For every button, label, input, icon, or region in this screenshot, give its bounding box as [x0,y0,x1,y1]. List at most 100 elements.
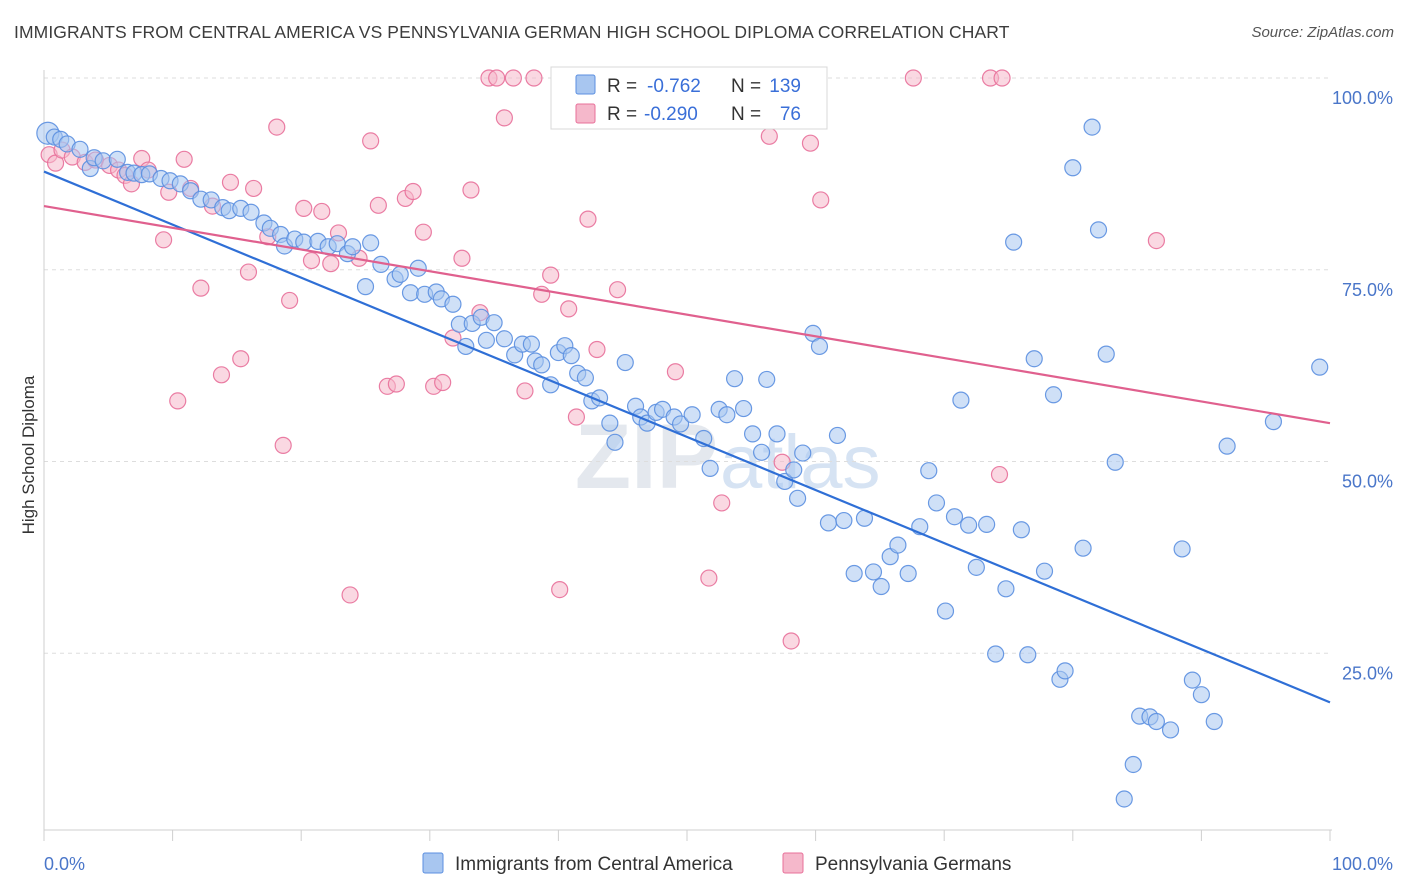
stats-n-value-1: 139 [769,76,801,97]
data-points [36,69,1329,808]
point-central-america [1025,350,1043,368]
legend-label-central-america: Immigrants from Central America [455,854,733,875]
chart-title: IMMIGRANTS FROM CENTRAL AMERICA VS PENNS… [14,22,1010,42]
point-central-america [344,238,362,256]
point-pennsylvania-germans [1147,232,1165,250]
x-axis-ticks [43,830,1331,841]
point-pennsylvania-germans [302,251,321,270]
point-central-america [1019,646,1037,664]
point-pennsylvania-germans [245,179,263,198]
point-pennsylvania-germans [212,366,231,384]
point-pennsylvania-germans [462,181,480,199]
trend-line-central-america [43,170,1331,704]
point-pennsylvania-germans [322,255,340,273]
point-pennsylvania-germans [414,223,432,241]
point-central-america [864,563,883,581]
point-central-america [788,489,807,507]
point-central-america [477,331,495,349]
point-central-america [927,494,946,512]
point-central-america [1115,790,1133,808]
point-pennsylvania-germans [782,632,800,650]
x-tick-label-max: 100.0% [1332,854,1393,874]
stats-n-label-2: N = [731,104,761,125]
x-tick-labels: 0.0% 100.0% [44,854,1393,874]
point-pennsylvania-germans [567,408,586,426]
point-central-america [1097,345,1115,363]
point-central-america [828,426,847,445]
point-central-america [743,425,762,443]
point-pennsylvania-germans [542,266,560,284]
point-central-america [444,295,462,313]
point-pennsylvania-germans [453,249,471,267]
point-central-america [718,406,736,424]
point-pennsylvania-germans [341,586,359,604]
point-central-america [978,515,996,533]
point-central-america [819,514,838,532]
point-central-america [899,564,917,583]
point-central-america [1074,539,1092,557]
point-central-america [391,265,409,283]
point-central-america [533,356,551,374]
stats-legend-frame [550,66,828,130]
point-central-america [576,369,595,387]
point-pennsylvania-germans [608,281,627,299]
point-pennsylvania-germans [713,494,731,512]
y-tick-label: 50.0% [1342,472,1393,492]
point-central-america [768,425,786,443]
point-pennsylvania-germans [801,134,820,152]
stats-r-label-2: R = [607,104,637,125]
point-pennsylvania-germans [221,173,240,191]
point-pennsylvania-germans [313,202,331,221]
x-tick-label-min: 0.0% [44,854,85,874]
point-central-america [1147,712,1165,731]
point-pennsylvania-germans [295,199,313,217]
point-central-america [606,433,624,451]
point-central-america [835,511,853,530]
point-pennsylvania-germans [516,382,534,400]
point-central-america [1035,562,1054,580]
point-central-america [362,234,380,252]
stats-swatch-pink [575,103,596,124]
point-pennsylvania-germans [232,350,250,368]
legend-label-pennsylvania-germans: Pennsylvania Germans [815,854,1011,875]
point-central-america [601,414,619,432]
point-central-america [987,645,1005,663]
point-central-america [108,150,126,168]
point-central-america [401,284,420,302]
point-central-america [562,347,580,365]
point-central-america [936,602,955,620]
point-central-america [997,580,1015,598]
stats-n-value-2: 76 [780,104,801,125]
point-central-america [1106,453,1124,471]
point-central-america [872,577,890,596]
trend-lines [43,170,1331,704]
point-pennsylvania-germans [434,373,452,392]
y-tick-labels: 100.0% 75.0% 50.0% 25.0% [1332,88,1393,683]
point-central-america [1012,521,1030,539]
point-central-america [683,406,701,424]
point-central-america [1124,755,1142,774]
point-central-america [1192,686,1211,704]
point-pennsylvania-germans [560,300,578,318]
point-central-america [94,152,112,170]
stats-r-value-2: -0.290 [644,104,698,125]
legend-swatch-central-america [422,852,444,874]
y-tick-label: 25.0% [1342,663,1393,683]
point-central-america [616,353,634,372]
point-central-america [1064,159,1082,177]
stats-r-value-1: -0.762 [647,76,701,97]
point-central-america [945,508,964,526]
point-central-america [1056,662,1074,680]
point-pennsylvania-germans [990,465,1009,484]
stats-legend: R = -0.762 N = 139 R = -0.290 N = 76 [550,66,828,130]
point-pennsylvania-germans [904,69,922,87]
trend-line-pennsylvania-germans [43,205,1331,425]
point-central-america [1218,437,1236,455]
point-pennsylvania-germans [504,69,522,87]
point-pennsylvania-germans [387,375,405,393]
y-tick-label: 100.0% [1332,88,1393,108]
point-central-america [495,330,513,348]
point-central-america [794,444,812,462]
point-pennsylvania-germans [666,363,685,381]
point-pennsylvania-germans [268,118,286,136]
